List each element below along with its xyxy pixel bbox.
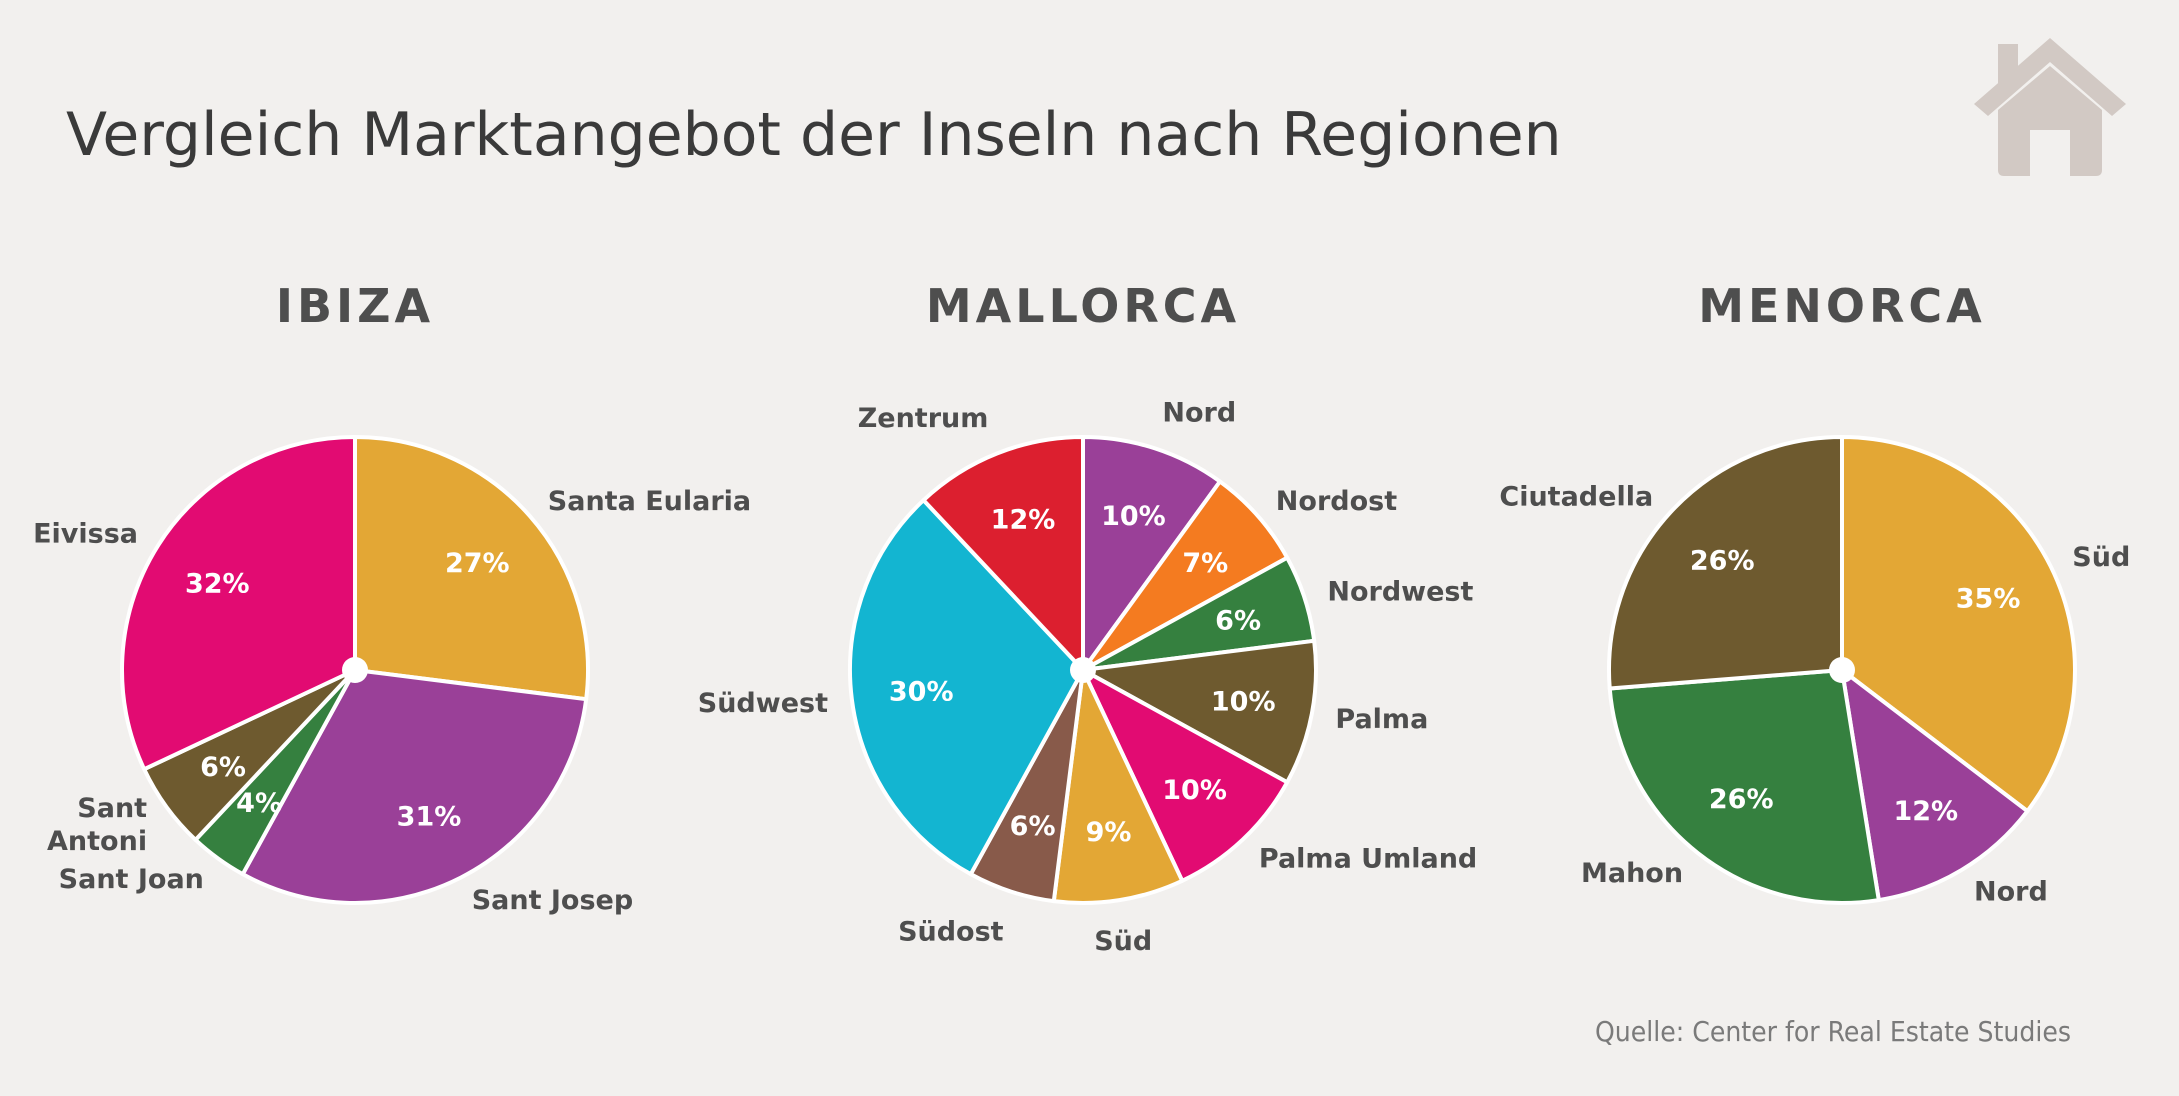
mallorca-slice-suedwest	[848, 498, 1085, 877]
mallorca-pct-nordwest: 6%	[1215, 606, 1261, 637]
mallorca-slice-zentrum	[921, 435, 1085, 672]
menorca-slice-mahon	[1607, 668, 1881, 905]
house-icon	[1974, 38, 2126, 176]
menorca-label-ciutadella: Ciutadella	[1499, 482, 1653, 513]
menorca-title: MENORCA	[1698, 279, 1986, 333]
mallorca-pct-nordost: 7%	[1182, 548, 1228, 579]
menorca-label-mahon: Mahon	[1581, 858, 1683, 889]
mallorca-slice-nord	[1081, 435, 1222, 672]
menorca-label-nord: Nord	[1974, 877, 2048, 908]
ibiza-center-dot	[342, 657, 368, 683]
ibiza-slice-sant-josep	[240, 668, 589, 905]
ibiza-pct-eivissa: 32%	[185, 569, 250, 600]
menorca-pct-sued: 35%	[1956, 584, 2021, 615]
mallorca-label-sued: Süd	[1094, 926, 1152, 957]
menorca-center-dot	[1829, 657, 1855, 683]
ibiza-label-santa-eularia: Santa Eularia	[548, 486, 751, 517]
mallorca-pct-suedwest: 30%	[889, 676, 954, 707]
mallorca-label-nord: Nord	[1162, 398, 1236, 429]
mallorca-label-zentrum: Zentrum	[858, 403, 989, 434]
mallorca-label-suedwest: Südwest	[698, 688, 828, 719]
menorca-slice-ciutadella	[1607, 435, 1844, 691]
mallorca-label-palma-umland: Palma Umland	[1259, 843, 1477, 874]
mallorca-label-suedost: Südost	[898, 916, 1004, 947]
mallorca-slice-palma	[1081, 638, 1318, 785]
ibiza-pct-sant-josep: 31%	[397, 801, 462, 832]
ibiza-label-eivissa: Eivissa	[33, 518, 138, 549]
mallorca-label-nordost: Nordost	[1276, 486, 1397, 517]
ibiza-pie-chart: IBIZA 27% Santa Eularia 31% Sant Josep 4% Sant…	[33, 279, 751, 916]
mallorca-pct-zentrum: 12%	[991, 504, 1056, 535]
mallorca-label-nordwest: Nordwest	[1327, 577, 1473, 608]
mallorca-pct-suedost: 6%	[1010, 811, 1056, 842]
mallorca-slice-palma-umland	[1081, 668, 1290, 883]
mallorca-pct-sued: 9%	[1086, 817, 1132, 848]
menorca-label-sued: Süd	[2072, 542, 2130, 573]
ibiza-slice-santa-eularia	[353, 435, 590, 702]
ibiza-pct-sant-joan: 4%	[236, 788, 282, 819]
source-note: Quelle: Center for Real Estate Studies	[1594, 1015, 2071, 1048]
ibiza-pct-santa-eularia: 27%	[445, 548, 510, 579]
ibiza-slice-eivissa	[120, 435, 357, 772]
mallorca-label-palma: Palma	[1335, 704, 1428, 735]
ibiza-label-sant-josep: Sant Josep	[472, 885, 634, 916]
menorca-pct-ciutadella: 26%	[1690, 545, 1755, 576]
mallorca-pct-palma-umland: 10%	[1162, 775, 1227, 806]
ibiza-title: IBIZA	[276, 279, 434, 333]
mallorca-slice-sued	[1051, 668, 1185, 905]
mallorca-center-dot	[1070, 657, 1096, 683]
mallorca-pie-chart: MALLORCA 10% Nord 7% Nordost 6% Nordwest 10% Pal…	[698, 279, 1478, 957]
menorca-pct-mahon: 26%	[1709, 784, 1774, 815]
page-title: Vergleich Marktangebot der Inseln nach R…	[66, 100, 1562, 170]
mallorca-title: MALLORCA	[926, 279, 1240, 333]
menorca-pie-chart: MENORCA 35% Süd 12% Nord 26% Mahon 26% Ciutadell…	[1499, 279, 2130, 908]
mallorca-pct-palma: 10%	[1211, 687, 1276, 718]
menorca-pct-nord: 12%	[1893, 796, 1958, 827]
menorca-slice-nord	[1840, 668, 2030, 903]
menorca-slice-sued	[1840, 435, 2077, 814]
ibiza-label-sant-antoni: Sant Antoni	[47, 793, 147, 857]
mallorca-pct-nord: 10%	[1101, 501, 1166, 532]
ibiza-pct-sant-antoni: 6%	[200, 752, 246, 783]
ibiza-label-sant-joan: Sant Joan	[59, 864, 204, 895]
